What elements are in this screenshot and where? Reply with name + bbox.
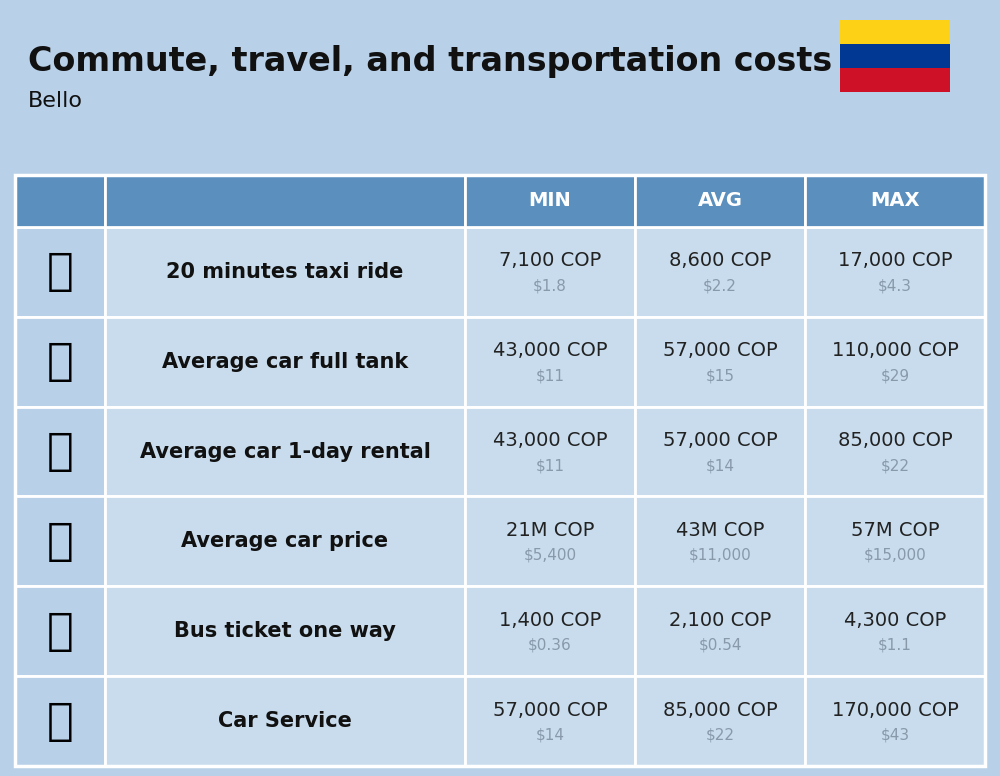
- Text: 57,000 COP: 57,000 COP: [663, 341, 777, 360]
- Bar: [465, 676, 635, 766]
- Text: $14: $14: [536, 728, 564, 743]
- Text: 🚗: 🚗: [47, 520, 73, 563]
- Text: $11,000: $11,000: [689, 548, 751, 563]
- Text: $15,000: $15,000: [864, 548, 926, 563]
- Text: 85,000 COP: 85,000 COP: [663, 701, 777, 719]
- Bar: [805, 497, 985, 587]
- Text: 57,000 COP: 57,000 COP: [663, 431, 777, 450]
- Text: Average car full tank: Average car full tank: [162, 352, 408, 372]
- Bar: [105, 587, 465, 676]
- Text: Average car price: Average car price: [181, 532, 389, 552]
- Text: $1.8: $1.8: [533, 279, 567, 293]
- Text: 43,000 COP: 43,000 COP: [493, 341, 607, 360]
- Text: ⛽: ⛽: [47, 340, 73, 383]
- Bar: [635, 175, 805, 227]
- Text: $15: $15: [706, 369, 734, 383]
- Bar: [15, 227, 105, 317]
- Text: $2.2: $2.2: [703, 279, 737, 293]
- Bar: [840, 68, 950, 92]
- Bar: [635, 317, 805, 407]
- Bar: [805, 317, 985, 407]
- Text: 🚙: 🚙: [47, 430, 73, 473]
- Text: 43M COP: 43M COP: [676, 521, 764, 540]
- Bar: [805, 676, 985, 766]
- Bar: [805, 227, 985, 317]
- Bar: [635, 497, 805, 587]
- Bar: [805, 587, 985, 676]
- Bar: [465, 587, 635, 676]
- Text: 43,000 COP: 43,000 COP: [493, 431, 607, 450]
- Text: Bello: Bello: [28, 91, 83, 111]
- Bar: [105, 175, 465, 227]
- Bar: [805, 175, 985, 227]
- Text: 17,000 COP: 17,000 COP: [838, 251, 952, 270]
- Bar: [465, 497, 635, 587]
- Bar: [15, 175, 985, 766]
- Text: $22: $22: [706, 728, 734, 743]
- Text: $4.3: $4.3: [878, 279, 912, 293]
- Bar: [105, 676, 465, 766]
- Bar: [635, 227, 805, 317]
- Bar: [465, 407, 635, 497]
- Text: MAX: MAX: [870, 192, 920, 210]
- Text: Car Service: Car Service: [218, 711, 352, 731]
- Bar: [805, 407, 985, 497]
- Bar: [465, 317, 635, 407]
- Text: $5,400: $5,400: [523, 548, 577, 563]
- Bar: [105, 227, 465, 317]
- Text: 20 minutes taxi ride: 20 minutes taxi ride: [166, 262, 404, 282]
- Bar: [15, 676, 105, 766]
- Bar: [15, 175, 105, 227]
- Text: $11: $11: [536, 458, 564, 473]
- Bar: [635, 407, 805, 497]
- Bar: [840, 20, 950, 44]
- Text: 🚕: 🚕: [47, 251, 73, 293]
- Text: $14: $14: [706, 458, 734, 473]
- Text: 57,000 COP: 57,000 COP: [493, 701, 607, 719]
- Text: $1.1: $1.1: [878, 638, 912, 653]
- Text: 85,000 COP: 85,000 COP: [838, 431, 952, 450]
- Text: $11: $11: [536, 369, 564, 383]
- Text: 2,100 COP: 2,100 COP: [669, 611, 771, 630]
- Text: Bus ticket one way: Bus ticket one way: [174, 622, 396, 641]
- Text: 110,000 COP: 110,000 COP: [832, 341, 958, 360]
- Text: 1,400 COP: 1,400 COP: [499, 611, 601, 630]
- Text: 🚌: 🚌: [47, 610, 73, 653]
- Bar: [105, 407, 465, 497]
- Text: Commute, travel, and transportation costs: Commute, travel, and transportation cost…: [28, 45, 832, 78]
- Bar: [635, 587, 805, 676]
- Text: 7,100 COP: 7,100 COP: [499, 251, 601, 270]
- Text: $29: $29: [880, 369, 910, 383]
- Text: AVG: AVG: [698, 192, 742, 210]
- Bar: [465, 175, 635, 227]
- Text: MIN: MIN: [529, 192, 571, 210]
- Bar: [105, 317, 465, 407]
- Text: 170,000 COP: 170,000 COP: [832, 701, 958, 719]
- Bar: [15, 587, 105, 676]
- Text: $22: $22: [881, 458, 910, 473]
- Bar: [105, 497, 465, 587]
- Bar: [840, 44, 950, 68]
- Text: $43: $43: [880, 728, 910, 743]
- Bar: [635, 676, 805, 766]
- Bar: [15, 407, 105, 497]
- Bar: [15, 497, 105, 587]
- Text: Average car 1-day rental: Average car 1-day rental: [140, 442, 430, 462]
- Bar: [15, 317, 105, 407]
- Text: 🔧: 🔧: [47, 700, 73, 743]
- Text: 57M COP: 57M COP: [851, 521, 939, 540]
- Text: $0.36: $0.36: [528, 638, 572, 653]
- Text: 4,300 COP: 4,300 COP: [844, 611, 946, 630]
- Text: 8,600 COP: 8,600 COP: [669, 251, 771, 270]
- Text: 21M COP: 21M COP: [506, 521, 594, 540]
- Text: $0.54: $0.54: [698, 638, 742, 653]
- Bar: [465, 227, 635, 317]
